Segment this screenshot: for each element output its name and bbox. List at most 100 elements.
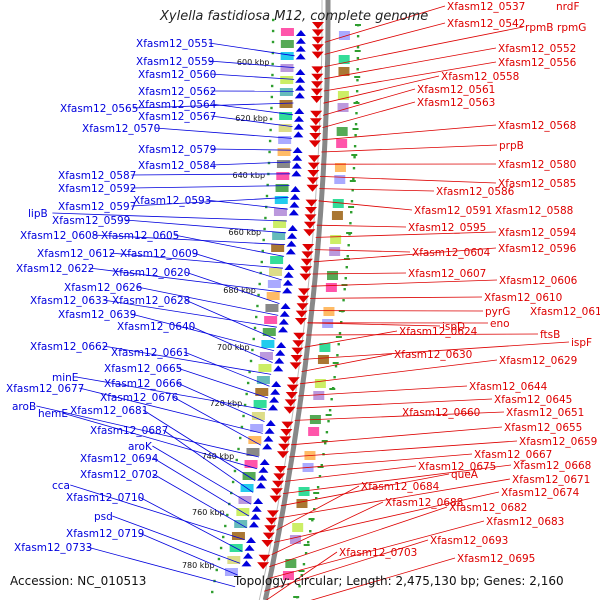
tick-dot — [311, 519, 314, 522]
label-leader-line — [185, 299, 276, 340]
forward-gene-arrow — [248, 521, 259, 528]
reverse-gene-label: Xfasm12_0606 — [499, 275, 578, 287]
tick-dot — [298, 585, 301, 588]
tick-dot — [263, 227, 266, 231]
feature-tile — [280, 76, 294, 84]
feature-tile — [336, 127, 348, 136]
forward-gene-label: Xfasm12_0565 — [60, 103, 138, 115]
label-leader-line — [87, 546, 236, 588]
reverse-gene-label: Xfasm12_0561 — [417, 84, 495, 96]
label-leader-line — [265, 551, 338, 600]
reverse-gene-arrow — [311, 51, 324, 59]
forward-gene-label: Xfasm12_0628 — [112, 295, 190, 307]
reverse-gene-arrow — [292, 340, 305, 348]
accession-text: Accession: NC_010513 — [10, 574, 147, 588]
feature-tile — [292, 523, 304, 532]
tick-dot — [259, 271, 262, 275]
reverse-gene-label: Xfasm12_0580 — [498, 159, 576, 171]
forward-gene-label: Xfasm12_0710 — [66, 492, 144, 504]
reverse-gene-label: ispD — [442, 321, 465, 333]
tick-dot — [242, 414, 245, 418]
feature-tile — [278, 124, 292, 132]
feature-tile — [259, 352, 273, 360]
label-leader-line — [278, 478, 511, 519]
reverse-gene-label: Xfasm12_0644 — [469, 381, 548, 393]
label-leader-line — [209, 60, 295, 68]
reverse-gene-label: ispF — [571, 337, 592, 349]
reverse-gene-label: rpmG — [557, 22, 586, 34]
label-leader-line — [103, 345, 272, 375]
forward-gene-arrow — [241, 560, 252, 567]
forward-gene-label: Xfasm12_0570 — [82, 123, 160, 135]
forward-gene-arrow — [293, 123, 304, 130]
feature-tile — [285, 559, 297, 568]
forward-gene-arrow — [275, 349, 286, 356]
reverse-gene-arrow — [303, 229, 316, 237]
tick-dot — [219, 546, 223, 550]
forward-gene-arrow — [295, 53, 306, 60]
reverse-gene-arrow — [306, 177, 319, 185]
label-leader-line — [322, 101, 416, 128]
forward-gene-label: Xfasm12_0661 — [111, 347, 189, 359]
reverse-gene-arrow — [269, 495, 282, 503]
feature-tile — [279, 112, 293, 120]
reverse-gene-arrow — [311, 73, 324, 81]
forward-gene-label: Xfasm12_0662 — [30, 341, 108, 353]
feature-tile — [278, 136, 292, 144]
tick-mark — [298, 570, 305, 572]
tick-dot — [224, 524, 227, 528]
forward-gene-arrow — [276, 342, 287, 348]
tick-mark — [321, 440, 328, 442]
label-leader-line — [276, 485, 360, 531]
feature-tile — [334, 163, 346, 172]
reverse-gene-arrow — [285, 392, 298, 399]
forward-gene-label: aroB — [12, 401, 36, 413]
reverse-gene-arrow — [264, 525, 277, 533]
genome-backbone — [262, 0, 331, 600]
label-leader-line — [323, 75, 440, 104]
reverse-gene-arrow — [299, 273, 312, 281]
forward-gene-label: aroK — [128, 441, 153, 453]
feature-tile — [273, 208, 287, 216]
reverse-gene-arrow — [266, 510, 279, 518]
label-leader-line — [211, 73, 295, 80]
tick-dot — [271, 51, 275, 55]
tick-mark — [352, 128, 359, 130]
reverse-gene-arrow — [283, 406, 296, 414]
label-leader-line — [314, 249, 411, 253]
reverse-gene-arrow — [311, 81, 324, 89]
forward-gene-arrow — [280, 303, 291, 309]
tick-dot — [226, 513, 229, 517]
tick-dot — [271, 29, 275, 33]
tick-dot — [264, 216, 267, 220]
label-leader-line — [290, 426, 503, 446]
tick-dot — [353, 145, 357, 148]
label-leader-line — [301, 353, 393, 372]
forward-gene-arrow — [246, 537, 257, 543]
feature-tile — [277, 148, 291, 156]
feature-tile — [261, 340, 275, 348]
tick-dot — [270, 106, 273, 110]
reverse-gene-arrow — [306, 184, 319, 192]
reverse-gene-label: Xfasm12_0688 — [385, 497, 463, 509]
tick-dot — [222, 535, 225, 539]
tick-dot — [255, 315, 258, 319]
reverse-gene-label: Xfasm12_0659 — [519, 436, 597, 448]
reverse-gene-arrow — [278, 443, 291, 451]
reverse-gene-arrow — [309, 125, 322, 133]
forward-gene-arrow — [282, 287, 293, 294]
label-leader-line — [310, 296, 483, 299]
feature-tile — [330, 235, 342, 244]
forward-gene-label: Xfasm12_0605 — [101, 230, 179, 242]
tick-dot — [217, 557, 221, 561]
reverse-gene-label: Xfasm12_0568 — [498, 120, 576, 132]
tick-dot — [336, 354, 339, 357]
tick-dot — [233, 469, 237, 473]
reverse-gene-label: Xfasm12_0613 — [530, 306, 600, 318]
feature-tile — [276, 172, 290, 180]
reverse-gene-arrow — [309, 133, 322, 140]
forward-gene-label: Xfasm12_0592 — [58, 183, 136, 195]
reverse-gene-label: prpB — [499, 140, 524, 152]
forward-gene-arrow — [244, 544, 255, 551]
label-leader-line — [321, 124, 497, 141]
